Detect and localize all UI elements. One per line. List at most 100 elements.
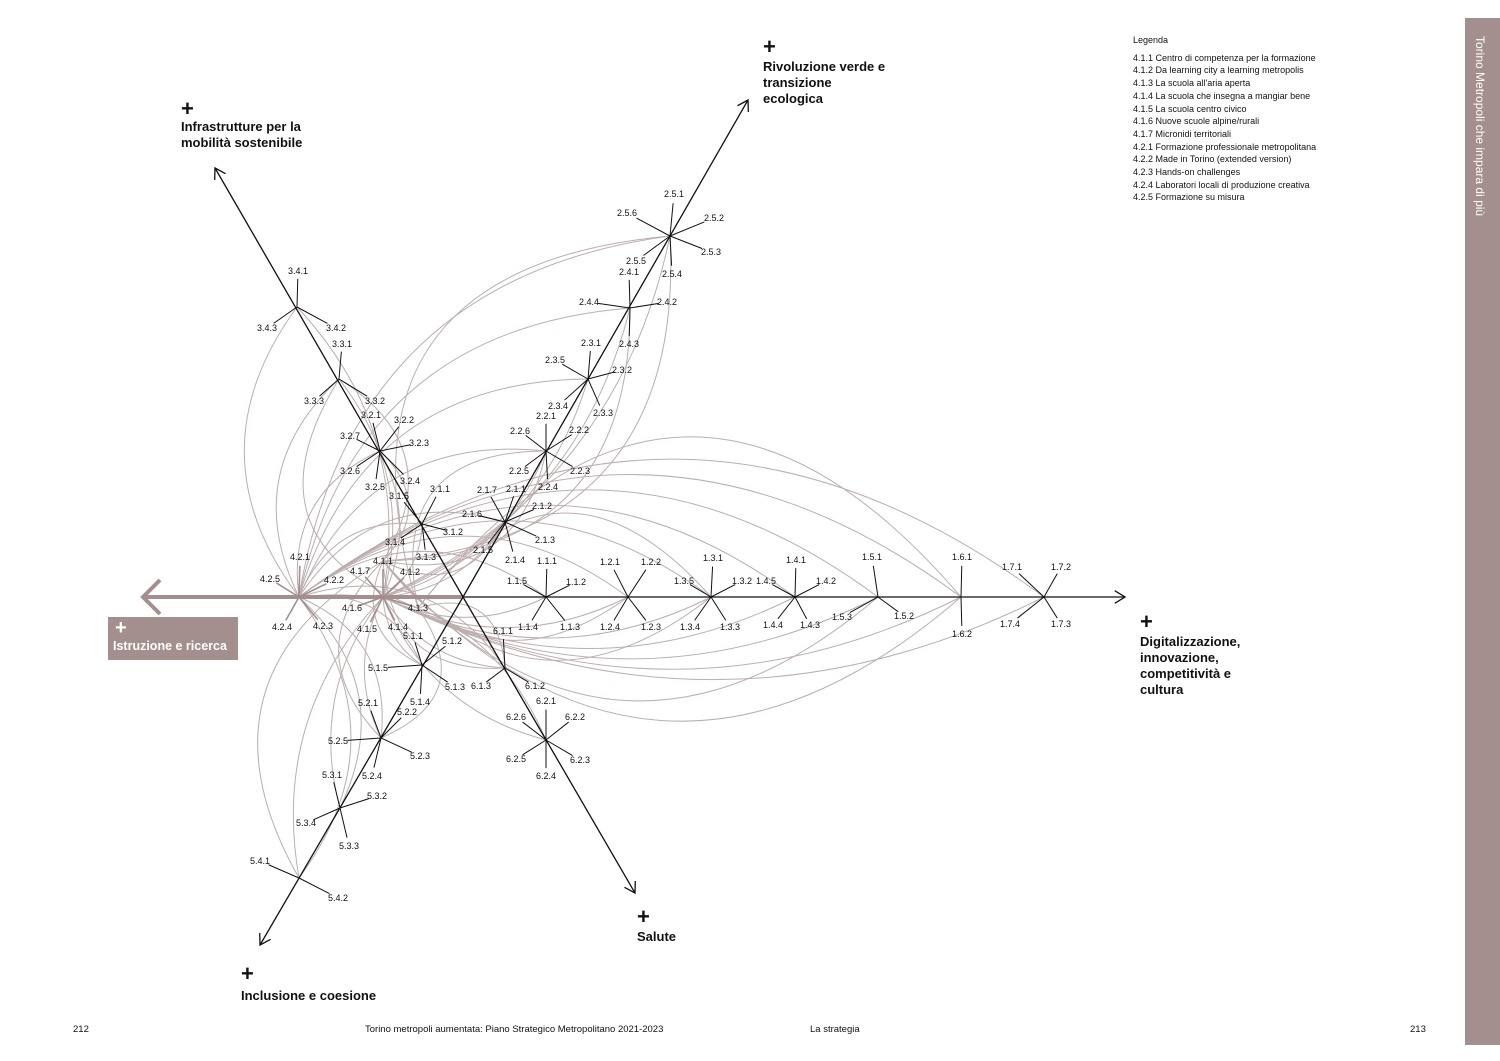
spoke-label-2-4-1: 2.4.1 — [619, 267, 639, 277]
spoke-label-3-2-3: 3.2.3 — [409, 438, 429, 448]
spoke-line — [694, 596, 712, 621]
connection-arc — [382, 596, 547, 741]
spoke-line — [421, 496, 437, 525]
connection-arc — [382, 521, 506, 575]
spoke-line — [419, 664, 423, 694]
connection-arc — [298, 596, 352, 879]
spoke-line — [960, 596, 963, 626]
axis-line-mobility — [214, 167, 464, 598]
spoke-line — [421, 645, 446, 666]
connection-arc — [292, 596, 384, 879]
spoke-line — [794, 568, 797, 598]
connection-arc — [338, 378, 409, 562]
connection-arc — [296, 450, 381, 598]
spoke-label-1-1-1: 1.1.1 — [537, 556, 557, 566]
spoke-line — [669, 235, 673, 266]
spoke-line — [613, 569, 629, 598]
spoke-label-5-3-3: 5.3.3 — [339, 841, 359, 851]
spoke-label-2-4-4: 2.4.4 — [579, 297, 599, 307]
axis-title-education-box: + Istruzione e ricerca — [108, 617, 238, 660]
spoke-label-2-1-6: 2.1.6 — [462, 509, 482, 519]
spoke-label-1-1-2: 1.1.2 — [566, 577, 586, 587]
spoke-line — [1018, 573, 1045, 598]
legend: Legenda 4.1.1 Centro di competenza per l… — [1133, 34, 1316, 204]
spoke-line — [414, 642, 423, 666]
spoke-label-1-2-2: 1.2.2 — [641, 557, 661, 567]
spoke-line — [298, 596, 319, 621]
spoke-label-1-4-4: 1.4.4 — [763, 620, 783, 630]
spoke-line — [669, 235, 703, 249]
connection-arc — [382, 235, 671, 598]
spoke-line — [587, 350, 591, 380]
spoke-label-2-2-4: 2.2.4 — [538, 482, 558, 492]
connection-arc — [298, 504, 796, 598]
legend-item: 4.2.4 Laboratori locali di produzione cr… — [1133, 179, 1310, 190]
spoke-line — [358, 596, 384, 607]
spoke-line — [545, 450, 573, 468]
spoke-line — [339, 798, 370, 809]
legend-item: 4.1.5 La scuola centro civico — [1133, 103, 1247, 114]
spoke-label-2-2-3: 2.2.3 — [570, 466, 590, 476]
spoke-label-4-1-1: 4.1.1 — [373, 556, 393, 566]
spoke-label-3-1-1: 3.1.1 — [430, 484, 450, 494]
arrow-icon — [259, 932, 271, 947]
spoke-line — [298, 583, 327, 598]
connection-arc — [298, 550, 547, 598]
connection-arc — [338, 378, 394, 598]
spoke-line — [268, 864, 300, 879]
legend-item: 4.2.2 Made in Torino (extended version) — [1133, 154, 1292, 165]
spoke-label-3-1-3: 3.1.3 — [416, 552, 436, 562]
connection-arc — [382, 596, 423, 666]
connection-arc — [298, 511, 506, 598]
connection-arc — [382, 560, 506, 669]
spoke-line — [296, 278, 299, 308]
spoke-line — [364, 576, 384, 598]
spoke-line — [504, 521, 537, 537]
spoke-label-3-3-1: 3.3.1 — [332, 339, 352, 349]
spoke-label-6-2-5: 6.2.5 — [506, 754, 526, 764]
spoke-line — [522, 721, 547, 741]
connection-arc — [298, 307, 631, 598]
spoke-line — [356, 438, 381, 452]
spoke-label-2-2-2: 2.2.2 — [569, 425, 589, 435]
spoke-line — [636, 217, 671, 237]
spoke-line — [502, 639, 506, 669]
spoke-line — [710, 584, 736, 598]
spoke-label-3-2-2: 3.2.2 — [394, 415, 414, 425]
spoke-line — [387, 664, 423, 668]
spoke-label-2-3-1: 2.3.1 — [581, 338, 601, 348]
spoke-label-4-2-2: 4.2.2 — [324, 575, 344, 585]
spoke-line — [504, 509, 535, 523]
spoke-label-5-4-2: 5.4.2 — [328, 893, 348, 903]
spoke-line — [298, 877, 330, 895]
spoke-label-5-1-5: 5.1.5 — [368, 663, 388, 673]
spoke-label-1-3-3: 1.3.3 — [720, 622, 740, 632]
spoke-line — [338, 378, 368, 397]
connection-arc — [298, 535, 629, 598]
spoke-label-2-5-4: 2.5.4 — [662, 269, 682, 279]
spoke-line — [960, 565, 963, 598]
spoke-label-6-1-2: 6.1.2 — [525, 681, 545, 691]
axis-title-inclusion: Inclusione e coesione — [241, 988, 377, 1003]
spoke-line — [382, 596, 396, 621]
connection-arc — [372, 560, 423, 666]
spoke-label-2-5-1: 2.5.1 — [664, 189, 684, 199]
connection-arc — [382, 596, 879, 660]
connection-arc — [275, 378, 340, 598]
spoke-label-4-1-7: 4.1.7 — [350, 566, 370, 576]
connection-arc — [412, 450, 547, 609]
spoke-line — [479, 515, 506, 523]
spoke-line — [380, 737, 412, 753]
spoke-line — [504, 496, 515, 523]
spoke-label-1-5-1: 1.5.1 — [862, 552, 882, 562]
spoke-label-3-4-1: 3.4.1 — [288, 266, 308, 276]
spoke-line — [369, 596, 384, 623]
spoke-label-5-1-4: 5.1.4 — [410, 697, 430, 707]
legend-item: 4.1.7 Micronidi territoriali — [1133, 128, 1232, 139]
spoke-label-4-2-5: 4.2.5 — [260, 574, 280, 584]
spoke-line — [777, 596, 796, 620]
spoke-label-6-2-4: 6.2.4 — [536, 771, 556, 781]
spoke-line — [356, 450, 381, 468]
publication-title: Torino metropoli aumentata: Piano Strate… — [365, 1024, 664, 1035]
plus-icon: + — [181, 96, 194, 121]
